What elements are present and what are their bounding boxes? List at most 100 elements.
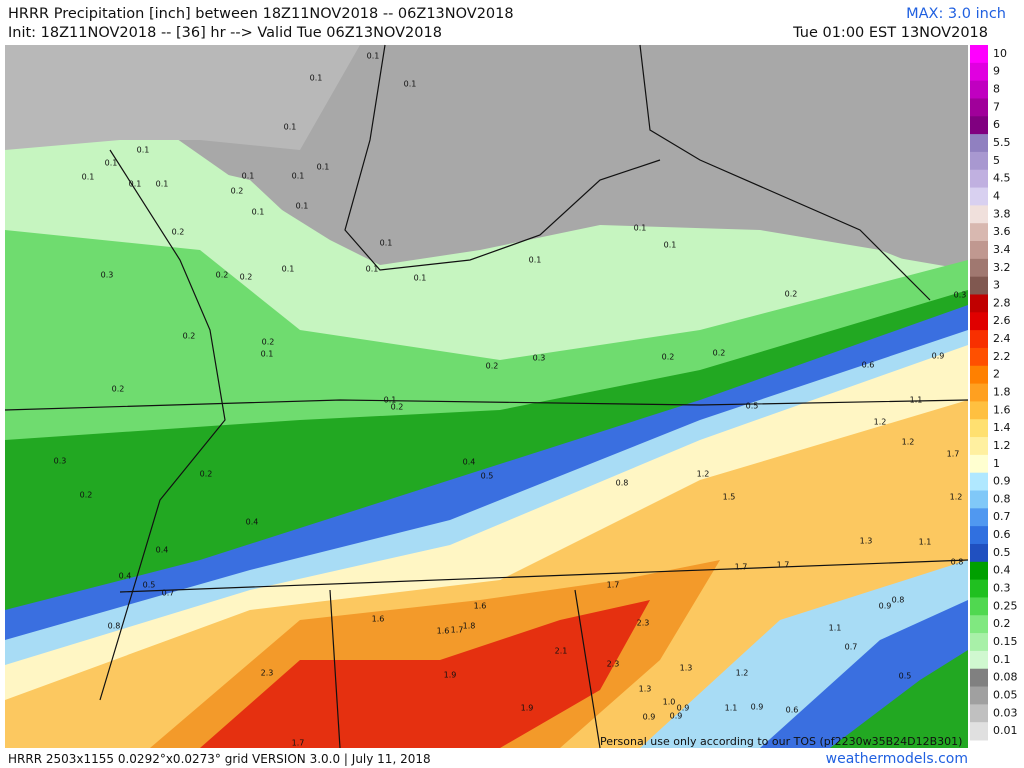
border bbox=[119, 559, 969, 593]
colorbar-swatch bbox=[970, 151, 988, 171]
map-value-label: 0.4 bbox=[119, 572, 132, 581]
map-value-label: 2.3 bbox=[261, 669, 274, 678]
colorbar-label: 5.5 bbox=[993, 136, 1011, 149]
border bbox=[574, 589, 601, 749]
map-value-label: 0.2 bbox=[240, 273, 253, 282]
map-value-label: 0.5 bbox=[481, 472, 494, 481]
colorbar-swatch bbox=[970, 134, 988, 153]
colorbar-label: 3.4 bbox=[993, 243, 1011, 256]
map-value-label: 1.3 bbox=[860, 537, 873, 546]
colorbar-label: 3.6 bbox=[993, 225, 1011, 238]
map-value-label: 0.2 bbox=[662, 353, 675, 362]
title: HRRR Precipitation [inch] between 18Z11N… bbox=[8, 6, 514, 22]
colorbar-swatch bbox=[970, 169, 988, 189]
map-value-label: 0.9 bbox=[932, 352, 945, 361]
map-value-label: 0.2 bbox=[183, 332, 196, 341]
colorbar-label: 0.08 bbox=[993, 671, 1018, 684]
colorbar-label: 1.4 bbox=[993, 421, 1011, 434]
map-value-label: 0.2 bbox=[231, 187, 244, 196]
map-value-label: 0.2 bbox=[391, 403, 404, 412]
map-value-label: 0.9 bbox=[643, 713, 656, 722]
map-value-label: 0.5 bbox=[746, 402, 759, 411]
footer-info: HRRR 2503x1155 0.0292°x0.0273° grid VERS… bbox=[8, 752, 431, 766]
map-value-label: 1.1 bbox=[829, 624, 842, 633]
colorbar-label: 1.6 bbox=[993, 403, 1011, 416]
colorbar-swatch bbox=[970, 650, 988, 670]
yellow-band bbox=[5, 400, 968, 748]
map-value-label: 0.1 bbox=[310, 74, 323, 83]
valid-time: Tue 01:00 EST 13NOV2018 bbox=[792, 25, 988, 41]
max-label: MAX: 3.0 inch bbox=[906, 6, 1006, 22]
map-value-label: 0.1 bbox=[317, 163, 330, 172]
map-value-label: 0.6 bbox=[786, 706, 799, 715]
map-value-label: 0.1 bbox=[414, 274, 427, 283]
map-value-label: 1.5 bbox=[723, 493, 736, 502]
map-value-label: 0.1 bbox=[384, 396, 397, 405]
colorbar-label: 0.5 bbox=[993, 546, 1011, 559]
map-value-label: 0.8 bbox=[951, 558, 964, 567]
colorbar-swatch bbox=[970, 294, 988, 313]
border bbox=[639, 44, 931, 301]
red-band bbox=[200, 600, 650, 748]
map-value-label: 1.2 bbox=[950, 493, 963, 502]
colorbar-swatch bbox=[970, 80, 988, 99]
colorbar-swatch bbox=[970, 597, 988, 616]
colorbar-label: 5 bbox=[993, 154, 1000, 167]
colorbar-label: 0.05 bbox=[993, 688, 1018, 701]
map-value-label: 0.1 bbox=[404, 80, 417, 89]
colorbar-swatch bbox=[970, 347, 988, 367]
colorbar-label: 2.4 bbox=[993, 332, 1011, 345]
colorbar-swatch bbox=[970, 472, 988, 492]
map-value-label: 0.3 bbox=[533, 354, 546, 363]
map-value-label: 0.2 bbox=[486, 362, 499, 371]
map-value-label: 1.2 bbox=[902, 438, 915, 447]
map-value-label: 1.9 bbox=[521, 704, 534, 713]
colorbar-swatch bbox=[970, 330, 988, 349]
colorbar-label: 0.03 bbox=[993, 706, 1018, 719]
colorbar: 10 9 8 7 6 5.5 5 4.5 4 3.8 3.6 3.4 3.2 3 2.8 2.6 2.4 2.2 2… bbox=[970, 45, 1018, 741]
map-value-label: 0.7 bbox=[162, 589, 175, 598]
map-value-label: 0.1 bbox=[105, 159, 118, 168]
map-value-label: 0.9 bbox=[751, 703, 764, 712]
colorbar-label: 0.9 bbox=[993, 475, 1011, 488]
colorbar-swatch bbox=[970, 383, 988, 402]
colorbar-label: 0.25 bbox=[993, 599, 1018, 612]
colorbar-swatch bbox=[970, 579, 988, 598]
map-value-label: 0.9 bbox=[677, 704, 690, 713]
map-value-label: 0.9 bbox=[879, 602, 892, 611]
colorbar-swatch bbox=[970, 45, 988, 64]
colorbar-label: 0.7 bbox=[993, 510, 1011, 523]
map-value-label: 1.1 bbox=[725, 704, 738, 713]
colorbar-swatch bbox=[970, 258, 988, 278]
map-value-label: 1.7 bbox=[292, 739, 305, 748]
colorbar-swatch bbox=[970, 704, 988, 723]
map-value-label: 2.3 bbox=[607, 660, 620, 669]
map-value-label: 0.3 bbox=[954, 291, 967, 300]
colorbar-swatch bbox=[970, 454, 988, 474]
map-value-label: 0.5 bbox=[143, 581, 156, 590]
colorbar-label: 0.2 bbox=[993, 617, 1011, 630]
map-value-label: 0.2 bbox=[262, 338, 275, 347]
colorbar-swatch bbox=[970, 686, 988, 705]
map-value-label: 0.1 bbox=[261, 350, 274, 359]
map-value-label: 0.2 bbox=[713, 349, 726, 358]
map-value-label: 1.2 bbox=[874, 418, 887, 427]
colorbar-label: 1 bbox=[993, 457, 1000, 470]
map-value-label: 0.4 bbox=[246, 518, 259, 527]
map-value-label: 2.3 bbox=[637, 619, 650, 628]
colorbar-label: 0.8 bbox=[993, 492, 1011, 505]
map-value-label: 1.2 bbox=[736, 669, 749, 678]
map-value-label: 0.1 bbox=[129, 180, 142, 189]
map-value-label: 1.7 bbox=[607, 581, 620, 590]
map-value-label: 0.8 bbox=[892, 596, 905, 605]
border bbox=[99, 149, 226, 701]
map-value-label: 0.3 bbox=[54, 457, 67, 466]
colorbar-label: 4 bbox=[993, 189, 1000, 202]
map-value-label: 0.2 bbox=[80, 491, 93, 500]
map-value-label: 0.1 bbox=[284, 123, 297, 132]
colorbar-swatch bbox=[970, 205, 988, 224]
gray-area bbox=[5, 45, 360, 150]
colorbar-swatch bbox=[970, 668, 988, 688]
map-value-label: 0.1 bbox=[366, 265, 379, 274]
